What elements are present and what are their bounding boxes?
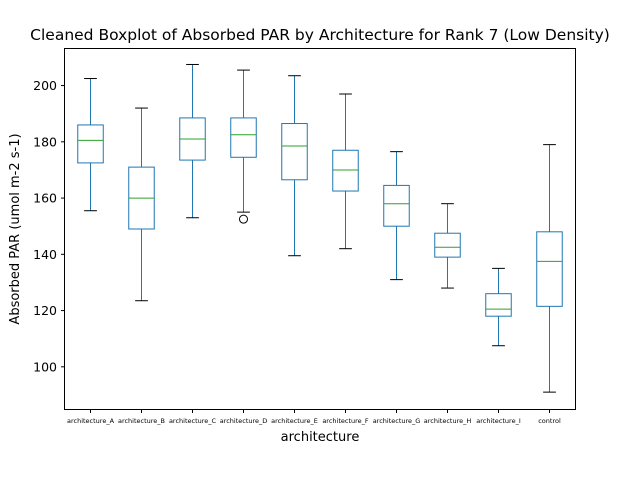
outlier-point bbox=[239, 214, 248, 224]
x-axis-label: architecture bbox=[281, 430, 360, 445]
x-tick-label: architecture_F bbox=[322, 417, 369, 425]
x-tick-label: architecture_C bbox=[169, 417, 217, 425]
box-iqr bbox=[332, 149, 359, 192]
box-architecture_B bbox=[128, 107, 155, 302]
box-iqr bbox=[485, 293, 512, 317]
plot-area bbox=[64, 48, 576, 410]
box-architecture_F bbox=[332, 93, 359, 250]
x-tick-label: architecture_A bbox=[67, 417, 115, 425]
x-tick-label: architecture_I bbox=[476, 417, 521, 425]
x-tick-label: architecture_D bbox=[220, 417, 268, 425]
box-control bbox=[536, 144, 563, 393]
box-iqr bbox=[77, 124, 104, 164]
x-tick-label: control bbox=[538, 417, 561, 425]
box-iqr bbox=[281, 123, 308, 181]
box-architecture_I bbox=[485, 267, 512, 347]
x-axis: architecture_A architecture_B architecture… bbox=[67, 409, 561, 425]
x-tick-label: architecture_E bbox=[271, 417, 318, 425]
x-tick-label: architecture_G bbox=[373, 417, 421, 425]
x-tick-label: architecture_B bbox=[118, 417, 165, 425]
y-tick-label: 120 bbox=[33, 303, 57, 318]
box-architecture_E bbox=[281, 75, 308, 257]
box-iqr bbox=[230, 117, 257, 158]
y-tick-label: 160 bbox=[33, 191, 57, 206]
y-tick-label: 180 bbox=[33, 134, 57, 149]
y-axis: 100 120 140 160 180 200 bbox=[33, 78, 65, 374]
box-architecture_D bbox=[230, 69, 257, 224]
chart-title: Cleaned Boxplot of Absorbed PAR by Archi… bbox=[30, 26, 610, 44]
box-architecture_A bbox=[77, 78, 104, 212]
box-iqr bbox=[536, 231, 563, 307]
box-architecture_G bbox=[383, 151, 410, 281]
box-iqr bbox=[383, 184, 410, 227]
box-iqr bbox=[434, 232, 461, 258]
x-tick-label: architecture_H bbox=[424, 417, 472, 425]
y-axis-label: Absorbed PAR (umol m-2 s-1) bbox=[8, 133, 23, 324]
y-tick-label: 200 bbox=[33, 78, 57, 93]
boxes-group bbox=[77, 63, 563, 393]
box-architecture_C bbox=[179, 63, 206, 219]
y-tick-label: 100 bbox=[33, 359, 57, 374]
y-tick-label: 140 bbox=[33, 247, 57, 262]
box-architecture_H bbox=[434, 203, 461, 289]
